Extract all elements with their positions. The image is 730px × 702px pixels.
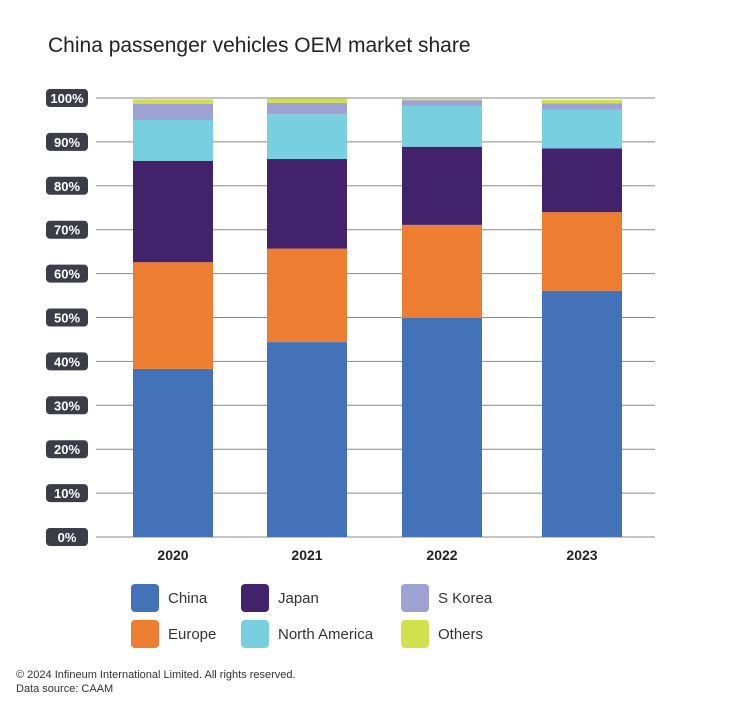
bar-segment-europe	[402, 224, 482, 318]
y-tick-badge	[46, 440, 88, 459]
bar-segment-japan	[267, 159, 347, 249]
bar-segment-north-america	[133, 119, 213, 161]
y-tick-badge	[46, 352, 88, 371]
y-tick-badge	[46, 220, 88, 239]
chart-title: China passenger vehicles OEM market shar…	[48, 34, 471, 57]
bar-segment-north-america	[267, 114, 347, 160]
y-tick: 60%	[46, 264, 88, 283]
bar-segment-s-korea	[402, 100, 482, 106]
legend-item-china: China	[131, 584, 207, 612]
legend-swatch	[241, 584, 269, 612]
y-tick-badge	[46, 176, 88, 195]
legend-swatch	[401, 584, 429, 612]
legend-swatch	[401, 620, 429, 648]
y-tick-label: 20%	[54, 442, 80, 457]
legend-label: Others	[438, 625, 484, 643]
bar-segment-japan	[133, 160, 213, 263]
y-tick-label: 40%	[54, 354, 80, 369]
bar-segment-north-america	[542, 109, 622, 149]
legend-item-others: Others	[401, 620, 483, 648]
y-tick: 50%	[46, 308, 88, 327]
y-tick-label: 80%	[54, 179, 80, 194]
bar-segment-china	[402, 317, 482, 537]
bar-segment-china	[542, 290, 622, 537]
bar-segment-japan	[402, 146, 482, 225]
y-tick: 70%	[46, 220, 88, 239]
y-tick: 20%	[46, 440, 88, 459]
y-tick-label: 70%	[54, 223, 80, 238]
copyright-text: © 2024 Infineum International Limited. A…	[16, 669, 296, 681]
legend-label: Europe	[168, 625, 217, 643]
x-tick-label: 2020	[157, 547, 188, 563]
y-tick: 10%	[46, 484, 88, 503]
y-tick: 30%	[46, 396, 88, 415]
y-tick-badge	[46, 89, 88, 107]
legend-item-s-korea: S Korea	[401, 584, 492, 612]
legend-label: S Korea	[438, 589, 493, 607]
legend-swatch	[241, 620, 269, 648]
y-tick-label: 60%	[54, 267, 80, 282]
bar-segment-china	[267, 342, 347, 537]
y-tick-label: 0%	[58, 530, 77, 545]
bar-segment-europe	[133, 262, 213, 369]
bar-segment-others	[267, 98, 347, 103]
legend-item-europe: Europe	[131, 620, 216, 648]
legend: China Japan S Korea Europe North America…	[131, 584, 531, 650]
bar-segment-japan	[542, 148, 622, 213]
footer: © 2024 Infineum International Limited. A…	[16, 668, 296, 696]
y-tick-badge	[46, 308, 88, 327]
legend-label: Japan	[278, 589, 319, 607]
bar-segment-others	[402, 98, 482, 101]
y-tick: 90%	[46, 132, 88, 151]
x-tick-label: 2021	[291, 547, 322, 563]
legend-item-japan: Japan	[241, 584, 319, 612]
bar-segment-s-korea	[542, 103, 622, 110]
y-tick: 40%	[46, 352, 88, 371]
bar-segment-europe	[542, 212, 622, 291]
legend-label: China	[168, 589, 208, 607]
bar-segment-others	[133, 99, 213, 104]
y-tick-badge	[46, 528, 88, 546]
legend-swatch	[131, 620, 159, 648]
y-tick: 0%	[46, 528, 88, 546]
x-tick-label: 2022	[426, 547, 457, 563]
bar-segment-others	[542, 99, 622, 104]
bar-segment-china	[133, 368, 213, 537]
bar-segment-s-korea	[267, 102, 347, 115]
legend-swatch	[131, 584, 159, 612]
legend-label: North America	[278, 625, 374, 643]
y-tick-badge	[46, 484, 88, 503]
y-tick-label: 100%	[50, 91, 84, 106]
bar-segment-s-korea	[133, 103, 213, 120]
y-tick-badge	[46, 396, 88, 415]
y-tick-badge	[46, 132, 88, 151]
data-source-text: Data source: CAAM	[16, 683, 114, 695]
bar-segment-europe	[267, 248, 347, 343]
y-tick: 80%	[46, 176, 88, 195]
y-tick-label: 30%	[54, 398, 80, 413]
x-tick-label: 2023	[566, 547, 597, 563]
y-tick-label: 10%	[54, 486, 80, 501]
legend-item-north-america: North America	[241, 620, 373, 648]
bar-segment-north-america	[402, 105, 482, 147]
y-tick-label: 50%	[54, 311, 80, 326]
y-tick: 100%	[46, 89, 88, 107]
y-tick-badge	[46, 264, 88, 283]
y-tick-label: 90%	[54, 135, 80, 150]
